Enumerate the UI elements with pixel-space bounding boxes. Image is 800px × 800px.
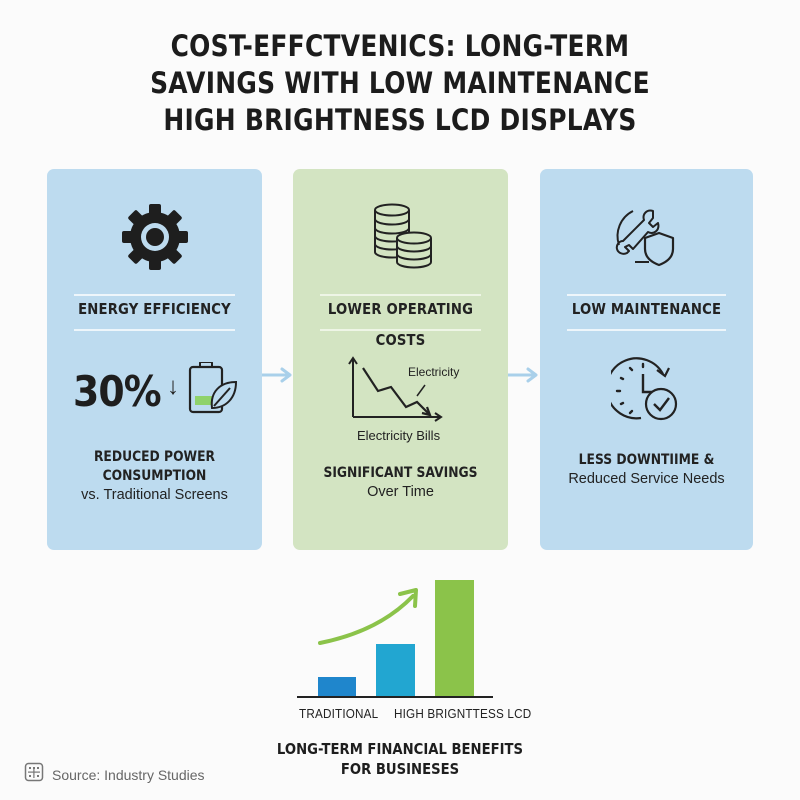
declining-line-chart-icon <box>346 355 446 430</box>
card-low-maintenance: LOW MAINTENANCE LESS DOWNTIIME & Reduced… <box>540 169 753 550</box>
divider <box>320 329 481 331</box>
title-line-3: HIGH BRIGHTNESS LCD DISPLAYS <box>163 103 637 137</box>
x-label-lcd: HIGH BRIGNTTESS LCD <box>394 706 532 721</box>
clock-check-icon <box>605 356 683 431</box>
stat-value: 30% <box>73 367 162 416</box>
data-grid-icon <box>24 762 44 787</box>
card-heading: LOW MAINTENANCE <box>571 300 722 318</box>
card-heading-line-1: LOWER OPERATING <box>327 300 474 318</box>
flow-arrow-icon <box>260 367 294 388</box>
title-line-2: SAVINGS WITH LOW MAINTENANCE <box>150 66 650 100</box>
flow-arrow-icon <box>506 367 540 388</box>
card-lower-operating-costs: LOWER OPERATING COSTS Electricity Electr… <box>293 169 508 550</box>
coins-icon <box>373 202 437 277</box>
down-arrow-icon: ↓ <box>167 373 179 400</box>
battery-leaf-icon <box>188 361 238 419</box>
x-label-traditional: TRADITIONAL <box>299 706 379 721</box>
card-description: REDUCED POWER CONSUMPTION vs. Traditiona… <box>47 448 262 505</box>
description-bold-1: REDUCED POWER <box>93 449 216 465</box>
description-bold-2: CONSUMPTION <box>102 468 207 484</box>
description-regular: Over Time <box>367 484 434 500</box>
page-title: COST-EFFCTVENICS: LONG-TERM SAVINGS WITH… <box>56 28 744 139</box>
card-energy-efficiency: ENERGY EFFICIENCY 30% ↓ REDUCED POWER CO… <box>47 169 262 550</box>
description-bold: LESS DOWNTIIME & <box>578 452 715 468</box>
gear-icon <box>120 202 190 277</box>
bar-middle <box>376 644 415 697</box>
card-heading-line-2: COSTS <box>375 331 426 349</box>
description-bold: SIGNIFICANT SAVINGS <box>323 465 478 481</box>
title-line-1: COST-EFFCTVENICS: LONG-TERM <box>170 29 630 63</box>
divider <box>320 294 481 296</box>
divider <box>74 294 235 296</box>
bar-high-brightness-lcd <box>435 580 474 697</box>
divider <box>74 329 235 331</box>
card-description: LESS DOWNTIIME & Reduced Service Needs <box>540 451 753 489</box>
card-heading: ENERGY EFFICIENCY <box>78 300 231 318</box>
growth-arrow-icon <box>318 594 415 645</box>
mini-chart-series-label: Electricity <box>408 365 460 379</box>
card-description: SIGNIFICANT SAVINGS Over Time <box>293 464 508 502</box>
chart-title-line-1: LONG-TERM FINANCIAL BENEFITS <box>276 740 524 758</box>
chart-title: LONG-TERM FINANCIAL BENEFITS FOR BUSINES… <box>48 739 752 779</box>
divider <box>567 329 726 331</box>
source-note: Source: Industry Studies <box>24 762 205 787</box>
description-regular: vs. Traditional Screens <box>81 487 228 503</box>
source-text: Source: Industry Studies <box>52 766 205 783</box>
wrench-shield-icon <box>613 205 681 272</box>
chart-title-line-2: FOR BUSINESES <box>340 760 460 778</box>
description-regular: Reduced Service Needs <box>568 471 725 487</box>
mini-chart-axis-label: Electricity Bills <box>357 428 441 443</box>
divider <box>567 294 726 296</box>
bar-traditional <box>318 677 356 697</box>
